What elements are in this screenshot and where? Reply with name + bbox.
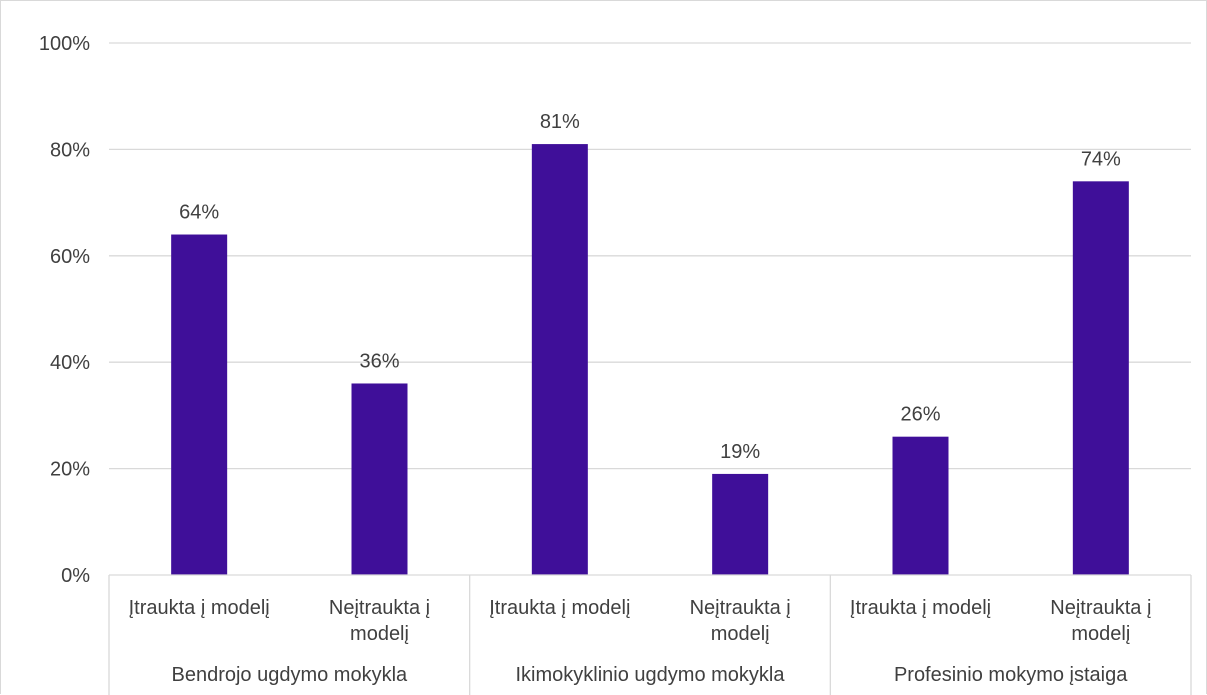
data-labels: 64% 36% 81% 19% 26% 74% <box>179 111 1121 463</box>
category-label: Įtraukta į modelį <box>489 597 630 619</box>
bars <box>171 144 1129 575</box>
category-label: Įtraukta į modelį <box>129 597 270 619</box>
data-label: 64% <box>179 202 219 224</box>
x-axis-categories: Įtraukta į modelį Neįtraukta į modelį Įtrau… <box>108 574 1192 695</box>
bar <box>531 144 588 575</box>
data-label: 19% <box>720 441 760 463</box>
category-label: Neįtraukta į <box>690 597 791 619</box>
category-label: modelį <box>350 623 409 645</box>
bar <box>171 234 228 575</box>
data-label: 36% <box>359 350 399 372</box>
bar <box>1072 181 1129 575</box>
y-tick-label: 0% <box>61 565 90 587</box>
category-label: Neįtraukta į <box>1050 597 1151 619</box>
bar <box>712 473 769 575</box>
data-label: 81% <box>540 111 580 133</box>
data-label: 26% <box>900 404 940 426</box>
y-tick-label: 20% <box>50 459 90 481</box>
y-tick-label: 80% <box>50 139 90 161</box>
category-label: modelį <box>711 623 770 645</box>
category-label: modelį <box>1071 623 1130 645</box>
bar <box>892 436 949 575</box>
category-label: Įtraukta į modelį <box>850 597 991 619</box>
data-label: 74% <box>1081 148 1121 170</box>
group-label: Profesinio mokymo įstaiga <box>894 664 1128 686</box>
gridlines <box>109 42 1191 470</box>
category-label: Neįtraukta į <box>329 597 430 619</box>
group-label: Bendrojo ugdymo mokykla <box>171 664 408 686</box>
group-label: Ikimokyklinio ugdymo mokykla <box>516 664 786 686</box>
bar <box>351 383 408 575</box>
y-tick-label: 100% <box>39 33 90 55</box>
y-axis: 0% 20% 40% 60% 80% 100% <box>39 33 90 587</box>
y-tick-label: 40% <box>50 352 90 374</box>
y-tick-label: 60% <box>50 246 90 268</box>
